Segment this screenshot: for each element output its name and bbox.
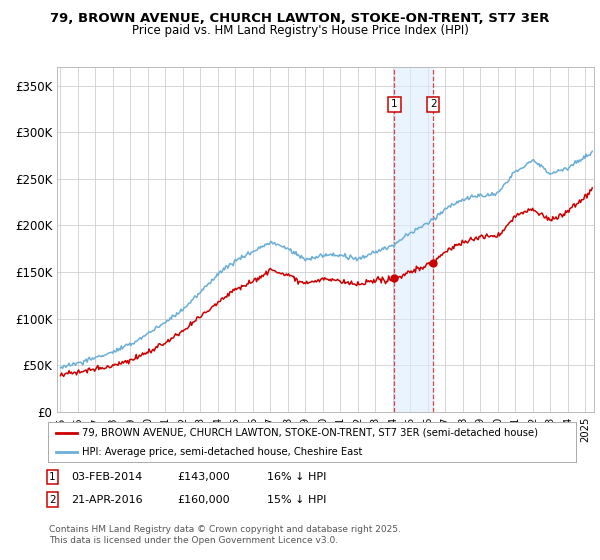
Text: 1: 1 xyxy=(391,100,398,109)
Text: £143,000: £143,000 xyxy=(177,472,230,482)
Text: 15% ↓ HPI: 15% ↓ HPI xyxy=(267,494,326,505)
Text: 79, BROWN AVENUE, CHURCH LAWTON, STOKE-ON-TRENT, ST7 3ER (semi-detached house): 79, BROWN AVENUE, CHURCH LAWTON, STOKE-O… xyxy=(82,428,538,438)
Text: HPI: Average price, semi-detached house, Cheshire East: HPI: Average price, semi-detached house,… xyxy=(82,447,362,457)
Text: 21-APR-2016: 21-APR-2016 xyxy=(71,494,142,505)
Text: 2: 2 xyxy=(430,100,437,109)
Text: 2: 2 xyxy=(49,494,56,505)
Text: 79, BROWN AVENUE, CHURCH LAWTON, STOKE-ON-TRENT, ST7 3ER: 79, BROWN AVENUE, CHURCH LAWTON, STOKE-O… xyxy=(50,12,550,25)
Text: Contains HM Land Registry data © Crown copyright and database right 2025.
This d: Contains HM Land Registry data © Crown c… xyxy=(49,525,401,545)
Text: Price paid vs. HM Land Registry's House Price Index (HPI): Price paid vs. HM Land Registry's House … xyxy=(131,24,469,37)
Text: 16% ↓ HPI: 16% ↓ HPI xyxy=(267,472,326,482)
Bar xyxy=(394,67,433,412)
Text: £160,000: £160,000 xyxy=(177,494,230,505)
Text: 1: 1 xyxy=(49,472,56,482)
Text: 03-FEB-2014: 03-FEB-2014 xyxy=(71,472,142,482)
